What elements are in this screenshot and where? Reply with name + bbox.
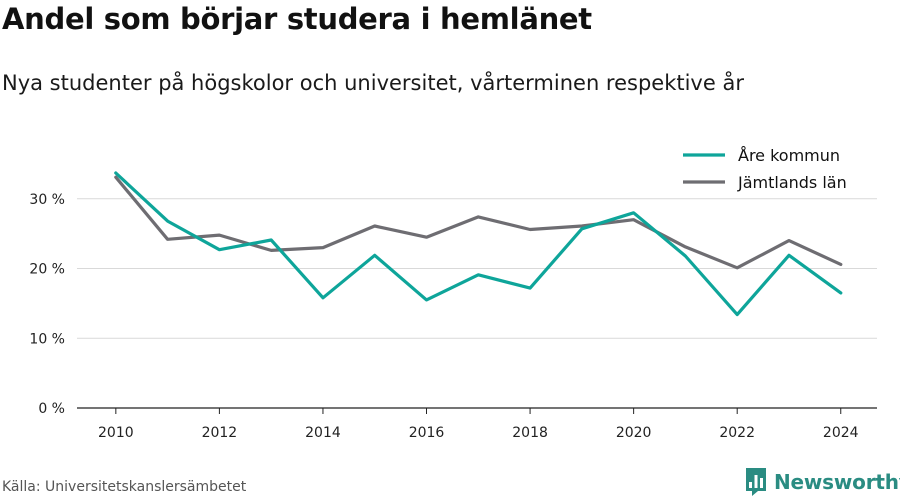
series-line-0 [114, 171, 843, 317]
series-line-1 [114, 175, 843, 270]
brand-logo: Newsworthy [744, 467, 900, 497]
y-tick-label: 10 % [29, 331, 65, 347]
chart-title: Andel som börjar studera i hemlänet [2, 2, 592, 36]
y-tick-label: 0 % [38, 401, 65, 417]
legend: Åre kommun Jämtlands län [683, 146, 847, 192]
brand-name: Newsworthy [774, 470, 900, 494]
source-note: Källa: Universitetskanslersämbetet [2, 479, 247, 495]
x-tick-label: 2020 [616, 425, 652, 441]
series-lines [114, 171, 843, 317]
x-tick-label: 2016 [409, 425, 445, 441]
bar-chart-logo-icon [746, 468, 766, 496]
x-tick-label: 2014 [305, 425, 341, 441]
x-tick-label: 2010 [98, 425, 134, 441]
legend-label: Åre kommun [738, 146, 840, 165]
x-tick-label: 2022 [719, 425, 755, 441]
x-tick-label: 2012 [202, 425, 238, 441]
y-tick-label: 20 % [29, 262, 65, 278]
x-tick-label: 2018 [512, 425, 548, 441]
chart-subtitle: Nya studenter på högskolor och universit… [2, 71, 744, 95]
legend-label: Jämtlands län [737, 173, 847, 192]
x-tick-label: 2024 [823, 425, 859, 441]
x-axis: 2010 2012 2014 2016 2018 2020 2022 2024 [77, 407, 877, 441]
gridlines: 0 % 10 % 20 % 30 % [29, 192, 877, 417]
y-tick-label: 30 % [29, 192, 65, 208]
